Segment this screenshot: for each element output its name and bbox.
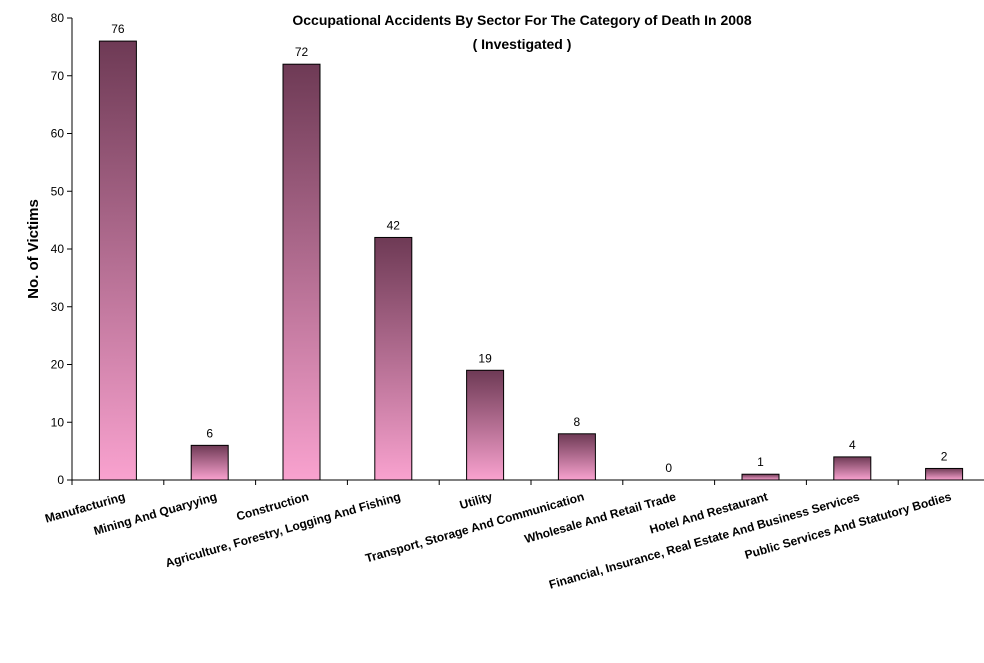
y-tick-label: 0 (57, 473, 64, 487)
chart-title: Occupational Accidents By Sector For The… (292, 12, 751, 28)
bar (466, 369, 505, 481)
data-label: 19 (478, 351, 492, 365)
y-tick-label: 70 (51, 69, 65, 83)
y-tick-label: 20 (51, 358, 65, 372)
y-tick-label: 60 (51, 127, 65, 141)
chart-subtitle: ( Investigated ) (473, 36, 572, 52)
bar (98, 40, 137, 481)
bar (925, 467, 964, 481)
data-label: 4 (849, 438, 856, 452)
y-axis-label: No. of Victims (25, 199, 42, 299)
y-tick-label: 50 (51, 184, 65, 198)
data-label: 76 (111, 22, 125, 36)
category-label: Utility (458, 489, 494, 512)
data-label: 8 (574, 415, 581, 429)
data-label: 1 (757, 455, 764, 469)
data-label: 6 (206, 426, 213, 440)
data-label: 2 (941, 449, 948, 463)
bar (741, 473, 780, 481)
bar (190, 444, 229, 481)
y-tick-label: 80 (51, 11, 65, 25)
y-tick-label: 40 (51, 242, 65, 256)
category-label: Wholesale And Retail Trade (523, 489, 678, 546)
bar (833, 456, 872, 481)
data-label: 0 (665, 461, 672, 475)
bars (98, 40, 964, 481)
y-tick-label: 30 (51, 300, 65, 314)
bar (282, 63, 321, 481)
data-label: 72 (295, 45, 309, 59)
y-tick-label: 10 (51, 415, 65, 429)
bar (557, 433, 596, 481)
data-label: 42 (387, 218, 401, 232)
bar (374, 236, 413, 481)
